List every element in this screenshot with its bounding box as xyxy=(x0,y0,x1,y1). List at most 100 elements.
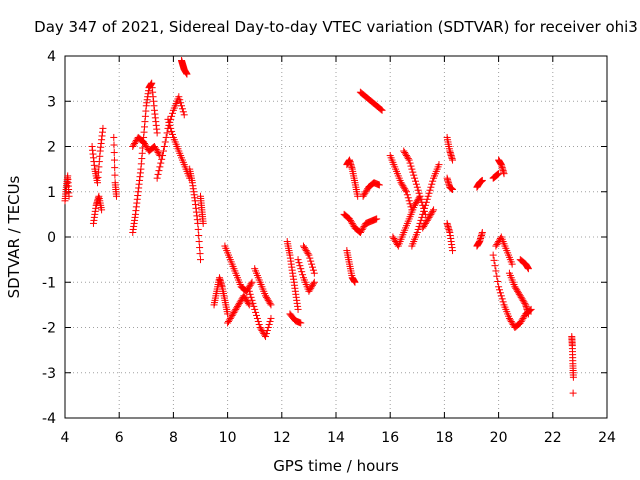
data-point xyxy=(507,317,515,325)
data-point xyxy=(228,311,236,319)
y-tick-label: 2 xyxy=(47,140,56,156)
data-point xyxy=(493,241,501,249)
data-point xyxy=(151,144,159,152)
data-point xyxy=(524,310,532,318)
data-point xyxy=(112,192,120,200)
data-point xyxy=(225,316,233,324)
data-point xyxy=(229,310,237,318)
data-point xyxy=(156,163,164,171)
data-point xyxy=(295,259,303,267)
data-point xyxy=(178,105,186,113)
data-point xyxy=(414,225,422,233)
data-point xyxy=(422,218,430,226)
data-point xyxy=(248,278,256,286)
data-point xyxy=(150,143,158,150)
data-point xyxy=(265,320,273,328)
data-point xyxy=(430,206,438,214)
data-point xyxy=(305,251,313,259)
data-point xyxy=(141,141,149,149)
x-tick-label: 20 xyxy=(490,430,508,446)
data-point xyxy=(155,150,163,158)
y-tick-label: -1 xyxy=(42,275,56,291)
data-point xyxy=(518,316,526,324)
data-point xyxy=(294,256,302,264)
data-point xyxy=(426,212,434,220)
data-point xyxy=(225,317,233,325)
data-point xyxy=(398,180,406,188)
data-point xyxy=(426,186,434,194)
data-point xyxy=(195,231,203,239)
data-point xyxy=(373,215,381,223)
data-point xyxy=(402,150,410,158)
data-point xyxy=(195,238,203,246)
data-point xyxy=(180,111,188,119)
data-point xyxy=(508,319,516,327)
data-point xyxy=(428,180,436,188)
y-axis-label: SDTVAR / TECUs xyxy=(5,175,23,298)
data-point xyxy=(506,316,514,324)
x-tick-label: 4 xyxy=(61,430,70,446)
data-point xyxy=(496,286,504,294)
data-point xyxy=(153,129,161,137)
data-point xyxy=(421,219,429,227)
data-point xyxy=(410,171,418,179)
data-point xyxy=(349,221,357,229)
data-point xyxy=(99,124,107,132)
data-point xyxy=(514,287,522,295)
data-point xyxy=(183,70,191,78)
data-point xyxy=(508,260,516,268)
data-point xyxy=(517,293,525,301)
x-axis-label: GPS time / hours xyxy=(273,457,399,475)
data-point xyxy=(296,262,304,270)
data-point xyxy=(500,170,508,178)
data-point xyxy=(161,138,169,146)
data-point xyxy=(424,215,432,223)
data-point xyxy=(250,302,258,310)
data-point xyxy=(420,222,428,230)
data-point xyxy=(346,216,354,224)
data-point xyxy=(519,314,527,322)
data-point xyxy=(424,192,432,200)
data-point xyxy=(110,141,118,149)
data-point xyxy=(427,183,435,191)
data-point xyxy=(249,299,257,307)
data-point xyxy=(157,159,165,167)
data-point xyxy=(514,289,522,297)
data-point xyxy=(303,248,311,256)
data-point xyxy=(264,324,272,331)
data-point xyxy=(397,179,405,187)
data-point xyxy=(358,225,366,233)
data-point xyxy=(140,139,148,147)
y-tick-label: -3 xyxy=(42,366,56,382)
data-point xyxy=(262,330,270,338)
data-point xyxy=(159,152,167,160)
data-point xyxy=(492,242,500,250)
data-point xyxy=(513,286,521,294)
data-point xyxy=(400,183,408,191)
data-point xyxy=(167,124,175,132)
data-point xyxy=(417,216,425,224)
data-point xyxy=(264,296,272,304)
data-point xyxy=(176,96,184,104)
data-point xyxy=(515,290,523,298)
data-point xyxy=(309,280,317,288)
data-point xyxy=(376,105,384,113)
data-point xyxy=(404,194,412,202)
data-point xyxy=(403,191,411,199)
data-point xyxy=(309,281,317,289)
data-point xyxy=(403,153,411,161)
data-point xyxy=(499,298,507,306)
data-point xyxy=(252,308,260,316)
data-point xyxy=(266,317,274,325)
data-point xyxy=(153,147,161,155)
data-point xyxy=(164,115,172,123)
data-point xyxy=(361,189,369,197)
data-point xyxy=(234,301,242,309)
x-tick-label: 22 xyxy=(544,430,562,446)
data-point xyxy=(407,162,415,170)
data-point xyxy=(299,271,307,279)
data-point xyxy=(420,207,428,215)
data-point xyxy=(98,206,106,214)
x-tick-label: 12 xyxy=(273,430,291,446)
